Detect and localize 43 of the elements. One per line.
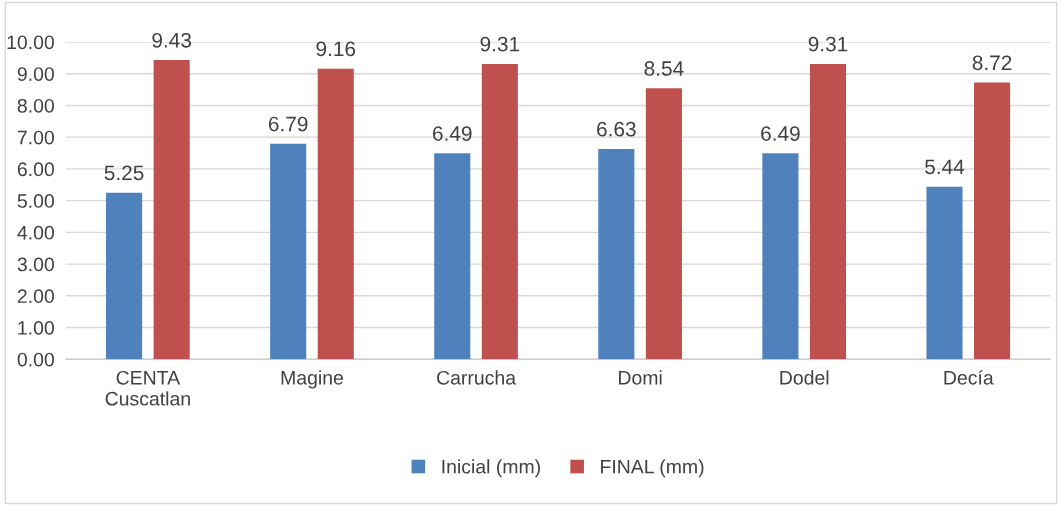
x-tick-label: Carrucha — [437, 370, 517, 385]
y-tick-label: 0.00 — [17, 352, 54, 367]
data-label: 9.43 — [152, 32, 192, 48]
data-label: 6.79 — [268, 116, 308, 132]
data-label: 6.63 — [597, 121, 636, 137]
bar — [762, 153, 799, 360]
x-tick-label: Magine — [281, 370, 343, 389]
bar — [926, 186, 963, 360]
y-tick-label: 9.00 — [17, 67, 54, 81]
data-label: 5.25 — [104, 165, 144, 181]
y-tick-label: 6.00 — [17, 162, 54, 177]
data-label: 9.16 — [316, 41, 356, 57]
data-label: 5.44 — [925, 159, 965, 175]
x-tick-label: Decía — [944, 370, 994, 385]
legend-label: FINAL (mm) — [601, 459, 704, 478]
legend-label: Inicial (mm) — [442, 459, 540, 478]
bar — [153, 60, 190, 360]
data-label: 9.31 — [480, 36, 520, 52]
x-tick-label: Dodel — [780, 370, 829, 385]
bar — [645, 88, 682, 360]
y-tick-label: 3.00 — [17, 257, 54, 272]
y-tick-label: 4.00 — [17, 225, 54, 240]
data-label: 8.72 — [972, 55, 1012, 71]
bar — [317, 68, 354, 360]
data-label: 9.31 — [808, 36, 848, 52]
bar — [481, 63, 518, 360]
x-tick-label: CENTA Cuscatlan — [105, 370, 190, 406]
y-tick-label: 7.00 — [17, 130, 54, 145]
bar — [434, 153, 471, 360]
y-tick-label: 1.00 — [18, 321, 54, 335]
y-tick-label: 5.00 — [17, 194, 54, 208]
bar — [598, 148, 635, 360]
bar — [270, 143, 307, 360]
y-tick-label: 8.00 — [17, 98, 54, 113]
x-tick-label: Domi — [619, 370, 662, 385]
bar — [106, 192, 143, 360]
y-tick-label: 10.00 — [7, 35, 54, 50]
data-label: 6.49 — [761, 126, 800, 141]
bar — [974, 82, 1011, 360]
bar — [809, 63, 847, 360]
data-label: 6.49 — [433, 126, 472, 141]
data-label: 8.54 — [644, 61, 684, 76]
y-tick-label: 2.00 — [17, 289, 54, 304]
